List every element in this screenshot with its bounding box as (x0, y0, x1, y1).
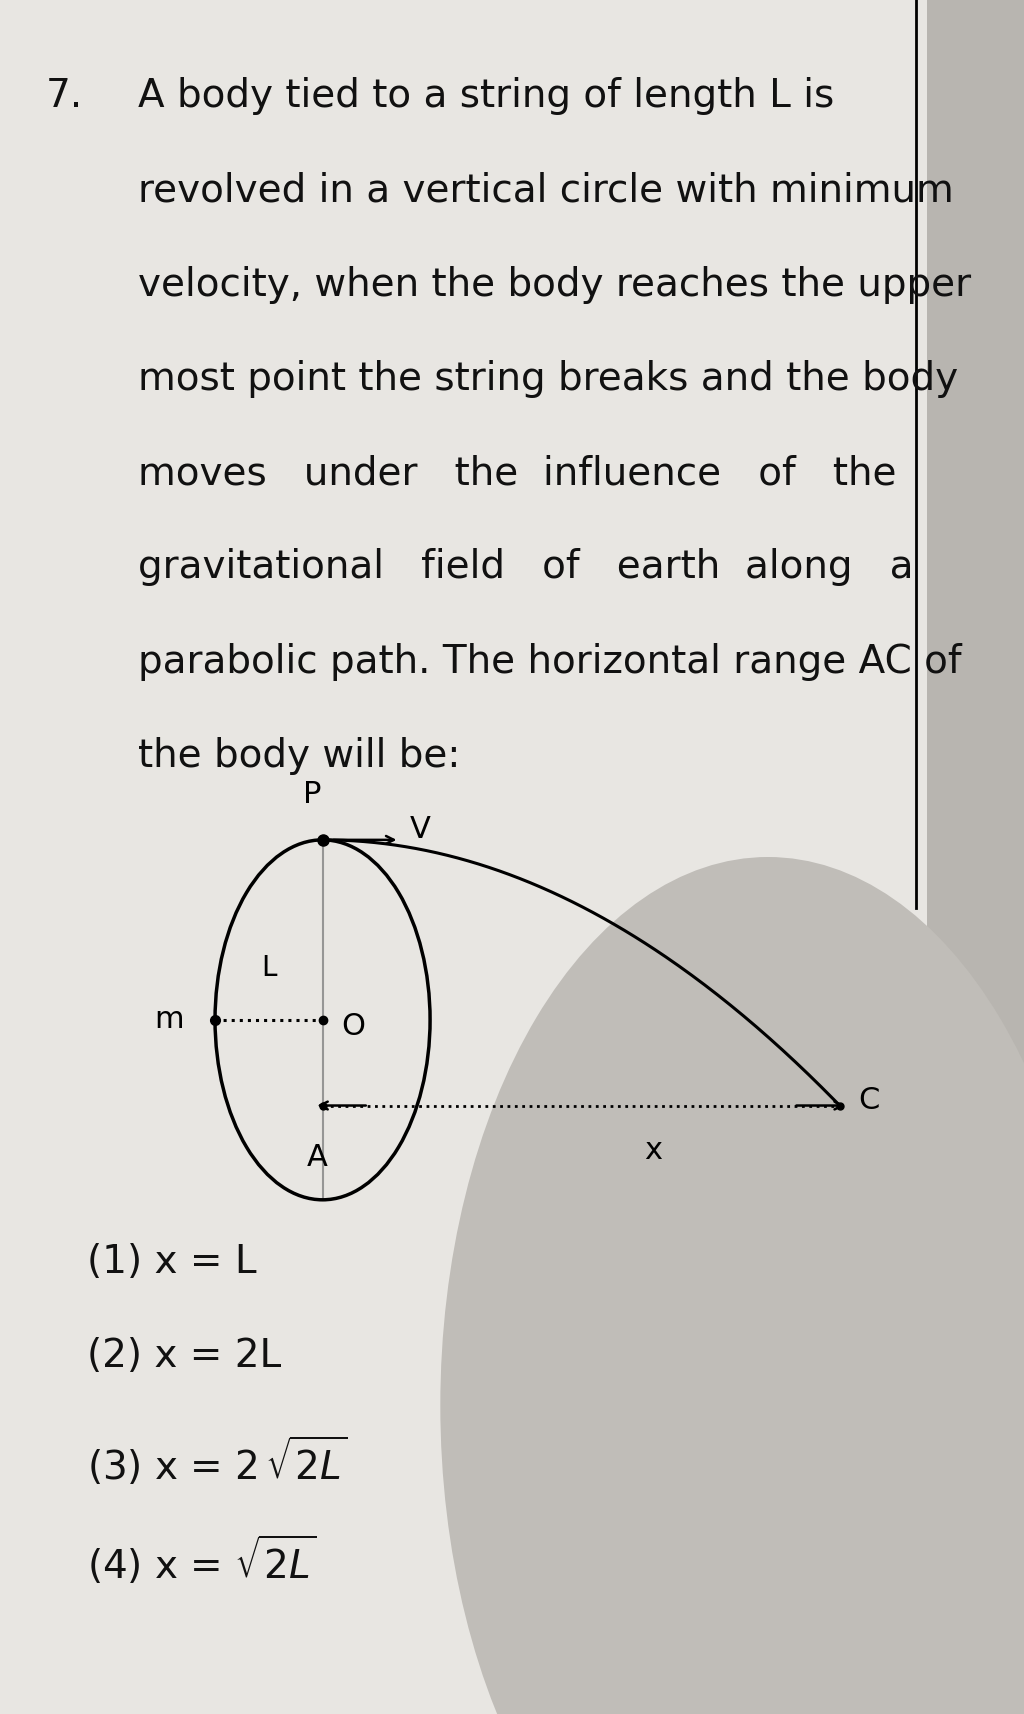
Text: m: m (155, 1006, 184, 1034)
Text: A: A (307, 1143, 328, 1172)
Text: (2) x = 2L: (2) x = 2L (87, 1337, 282, 1375)
Text: A body tied to a string of length L is: A body tied to a string of length L is (138, 77, 835, 115)
Text: P: P (303, 780, 322, 809)
Text: gravitational   field   of   earth  along   a: gravitational field of earth along a (138, 548, 913, 586)
Text: revolved in a vertical circle with minimum: revolved in a vertical circle with minim… (138, 171, 954, 209)
Text: L: L (261, 955, 276, 982)
Text: (1) x = L: (1) x = L (87, 1243, 257, 1280)
Text: (3) x = 2$\,\sqrt{2L}$: (3) x = 2$\,\sqrt{2L}$ (87, 1435, 348, 1488)
Text: velocity, when the body reaches the upper: velocity, when the body reaches the uppe… (138, 266, 972, 303)
Text: the body will be:: the body will be: (138, 737, 461, 775)
Text: O: O (341, 1013, 365, 1040)
Text: most point the string breaks and the body: most point the string breaks and the bod… (138, 360, 958, 398)
Text: x: x (644, 1136, 662, 1166)
Text: moves   under   the  influence   of   the: moves under the influence of the (138, 454, 897, 492)
Text: V: V (410, 816, 430, 843)
Circle shape (440, 857, 1024, 1714)
Text: (4) x = $\sqrt{2L}$: (4) x = $\sqrt{2L}$ (87, 1534, 316, 1587)
Text: C: C (858, 1087, 880, 1114)
Text: parabolic path. The horizontal range AC of: parabolic path. The horizontal range AC … (138, 643, 962, 680)
Text: 7.: 7. (46, 77, 83, 115)
